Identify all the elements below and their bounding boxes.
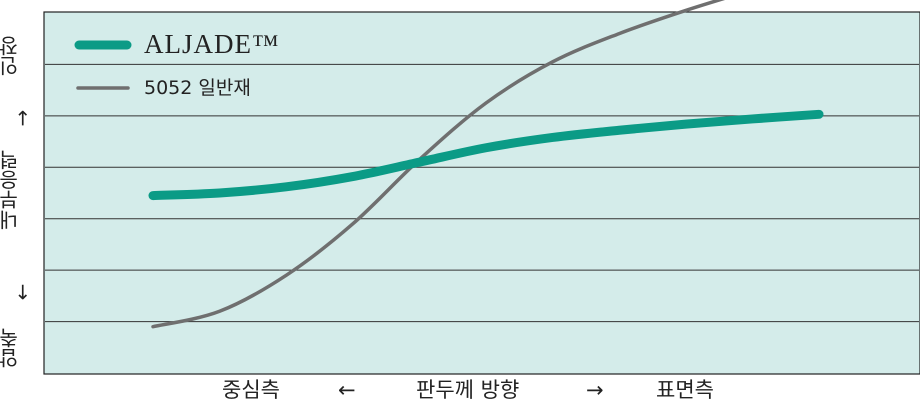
x-label-thickness-direction: 판두께 방향 [416,378,520,402]
series-line-5052 [151,0,726,329]
x-label-surface-side: 표면측 [656,378,714,402]
x-arrow-left: ← [338,378,356,402]
y-label-internal-stress: 내부응력 [0,150,22,230]
legend-swatch-5052 [76,86,130,90]
series-line-aljade [148,109,824,201]
legend-label-5052: 5052 일반재 [144,77,251,99]
y-label-tension: 인장 [0,36,22,76]
x-arrow-right: → [586,378,604,402]
series-layer [148,0,824,329]
y-arrow-up: → [10,109,34,127]
legend-label-aljade: ALJADE™ [144,29,280,59]
y-arrow-down: ← [10,283,34,301]
legend-swatch-aljade [74,40,132,50]
y-label-compression: 압축 [0,328,22,368]
x-label-center-side: 중심측 [222,378,280,402]
y-axis-label: 인장 → 내부응력 ← 압축 [0,12,44,374]
